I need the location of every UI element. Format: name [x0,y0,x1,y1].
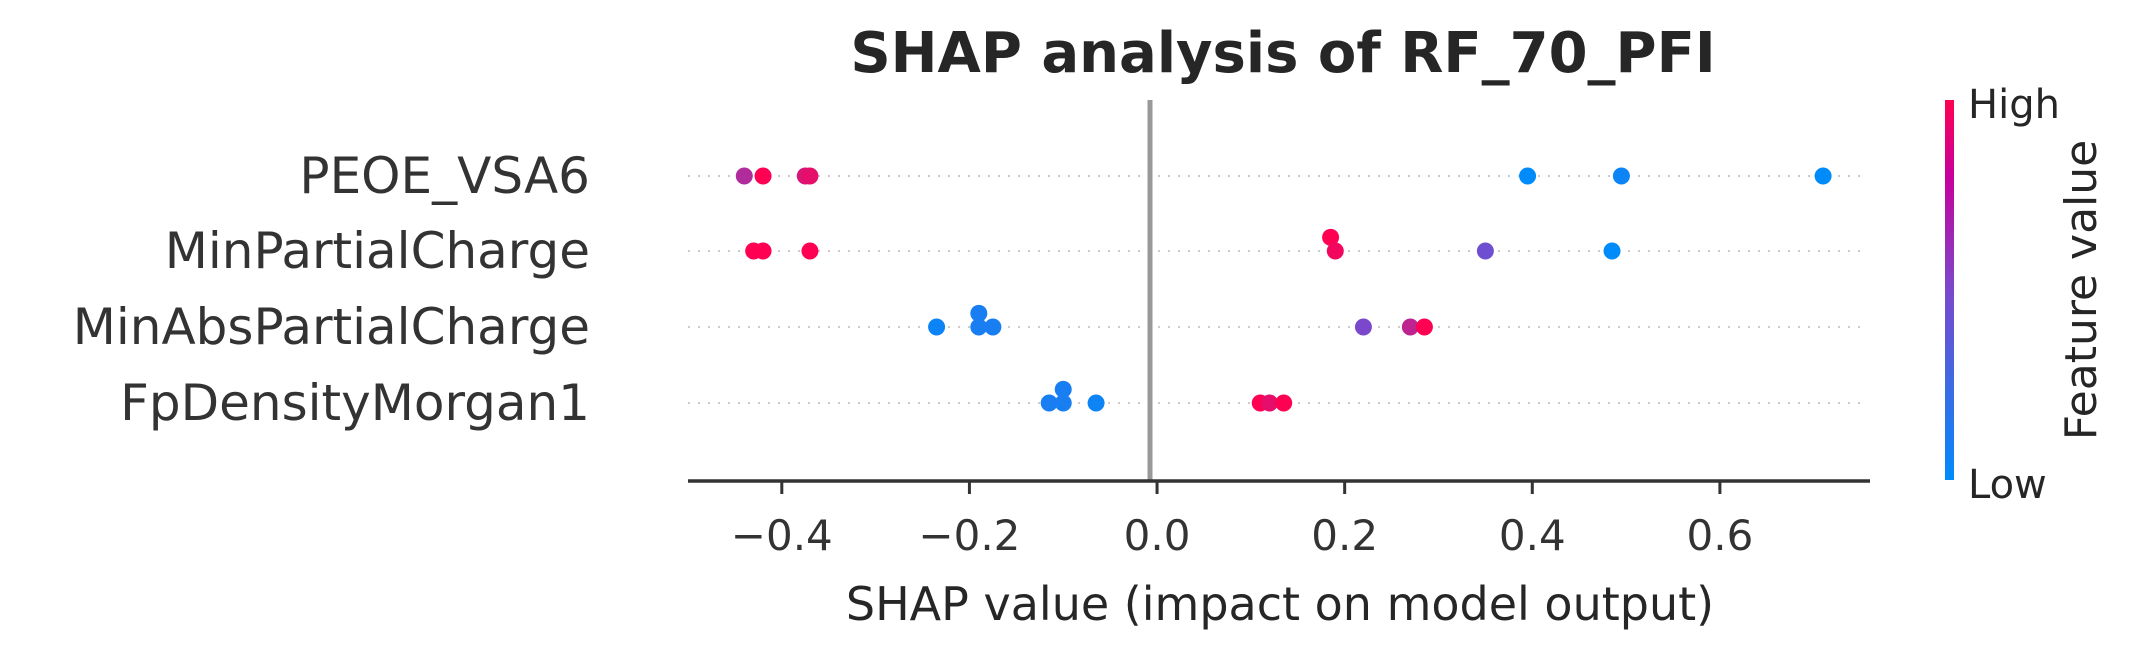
data-point [1087,394,1105,412]
data-point [754,242,772,260]
feature-label-minpartialcharge: MinPartialCharge [165,222,590,280]
row-guide-lines [688,175,1860,404]
data-point [1040,394,1058,412]
data-point [801,242,819,260]
data-point [1612,167,1630,185]
data-point [1326,242,1344,260]
x-axis-label: SHAP value (impact on model output) [846,577,1714,631]
x-axis-ticks: −0.4 −0.2 0.0 0.2 0.4 0.6 [731,481,1753,560]
data-point [801,167,819,185]
data-point [1603,242,1621,260]
feature-label-peoe-vsa6: PEOE_VSA6 [299,147,590,205]
colorbar-title: Feature value [2056,140,2107,440]
data-point [970,304,988,322]
colorbar-high-label: High [1968,82,2060,128]
x-tick-label: 0.6 [1687,511,1754,560]
data-point [1322,228,1340,246]
colorbar-low-label: Low [1968,462,2047,508]
data-point [754,167,772,185]
data-points [735,167,1832,412]
data-point [970,318,988,336]
data-point [1054,394,1072,412]
x-tick-label: −0.4 [731,511,833,560]
x-tick-label: 0.2 [1311,511,1378,560]
data-point [1261,394,1279,412]
feature-label-minabspartialcharge: MinAbsPartialCharge [73,298,590,356]
data-point [1415,318,1433,336]
data-point [1054,380,1072,398]
x-tick-label: −0.2 [918,511,1020,560]
colorbar [1945,100,1954,480]
data-point [984,318,1002,336]
data-point [1476,242,1494,260]
x-tick-label: 0.0 [1124,511,1191,560]
data-point [1814,167,1832,185]
chart-title: SHAP analysis of RF_70_PFI [850,21,1715,86]
data-point [928,318,946,336]
data-point [735,167,753,185]
data-point [1401,318,1419,336]
data-point [1354,318,1372,336]
feature-label-fpdensitymorgan1: FpDensityMorgan1 [120,374,590,432]
feature-labels: PEOE_VSA6 MinPartialCharge MinAbsPartialCh… [73,147,590,432]
data-point [1519,167,1537,185]
x-tick-label: 0.4 [1499,511,1566,560]
data-point [1275,394,1293,412]
